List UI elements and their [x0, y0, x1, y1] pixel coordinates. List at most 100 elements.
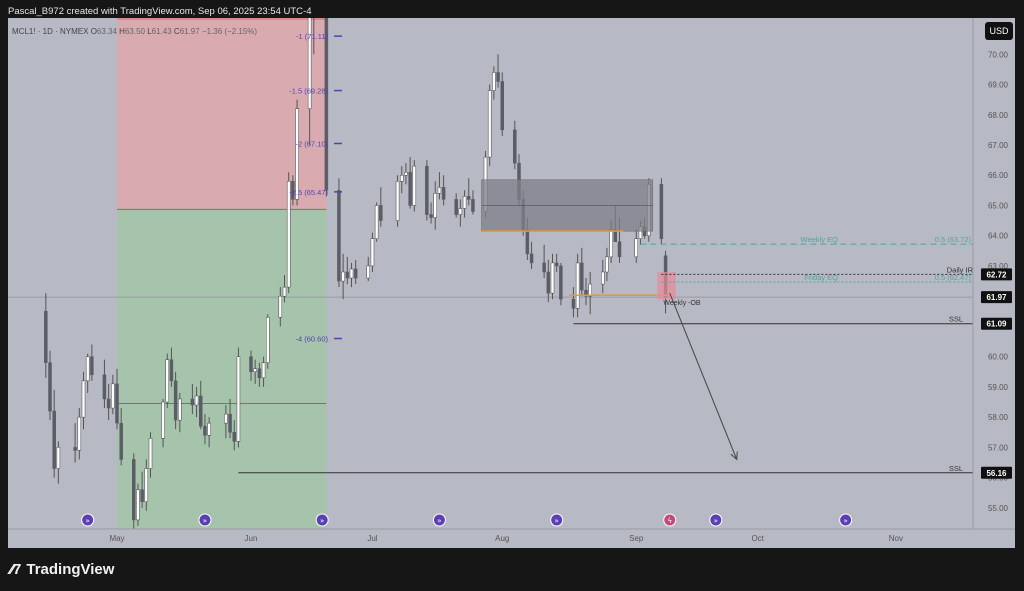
candle-body	[102, 374, 107, 400]
bearish-candle	[408, 157, 412, 209]
bearish-candle	[529, 241, 534, 269]
price-tag-label: 62.72	[986, 270, 1007, 279]
bearish-candle	[249, 350, 253, 381]
candle-body	[56, 447, 61, 469]
event-arrow-icon[interactable]: »	[198, 513, 212, 527]
candle-body	[467, 196, 471, 200]
bearish-candle	[115, 368, 119, 430]
level-name-label: SSL	[949, 464, 963, 473]
tradingview-logo[interactable]: ⁄⁄7 TradingView	[10, 561, 114, 578]
bullish-candle	[282, 275, 287, 303]
candle-body	[395, 181, 400, 221]
candles	[44, 18, 668, 529]
bullish-candle	[295, 99, 299, 206]
bullish-candle	[588, 271, 592, 315]
level-name-label: Weekly EQ	[801, 235, 839, 244]
candle-body	[286, 181, 291, 288]
candle-body	[261, 362, 266, 379]
candle-body	[341, 271, 345, 282]
price-tick-label: 68.00	[988, 111, 1009, 120]
event-arrow-icon[interactable]: »	[432, 513, 446, 527]
event-arrow-icon[interactable]: »	[839, 513, 853, 527]
candle-body	[471, 199, 475, 212]
candle-body	[44, 311, 48, 363]
bullish-candle	[111, 374, 115, 415]
candle-body	[374, 205, 379, 239]
symbol-info-part: C	[174, 27, 180, 36]
candle-body	[429, 214, 433, 218]
bullish-candle	[165, 353, 169, 409]
symbol-info-line: MCL1! · 1D · NYMEX O63.34 H63.50 L61.43 …	[12, 27, 257, 36]
candle-body	[253, 368, 257, 373]
candle-body	[291, 181, 295, 200]
symbol-info-part: 63.50	[125, 27, 147, 36]
price-tick-label: 67.00	[988, 141, 1009, 150]
candle-body	[165, 359, 169, 403]
bearish-candle	[291, 175, 295, 206]
candle-body	[487, 90, 492, 158]
bullish-candle	[634, 229, 638, 263]
candle-body	[81, 380, 86, 418]
time-tick-label: Oct	[751, 534, 764, 543]
bearish-candle	[324, 18, 329, 197]
candle-body	[634, 238, 638, 258]
event-arrow-icon[interactable]: »	[81, 513, 95, 527]
price-tick-label: 59.00	[988, 383, 1009, 392]
candle-body	[554, 262, 559, 267]
take-profit-zone	[117, 209, 327, 529]
candle-body	[111, 383, 115, 409]
bullish-candle	[370, 232, 375, 272]
event-arrow-icon[interactable]: »	[709, 513, 723, 527]
price-tick-label: 64.00	[988, 232, 1009, 241]
bullish-candle	[286, 172, 291, 294]
time-tick-label: Jun	[245, 534, 258, 543]
candle-body	[257, 368, 262, 379]
candle-body	[349, 268, 354, 279]
candle-body	[169, 359, 174, 382]
bearish-candle	[571, 287, 576, 318]
symbol-info-part: 63.34	[97, 27, 119, 36]
bullish-candle	[462, 190, 467, 218]
bullish-candle	[550, 253, 555, 300]
bearish-candle	[44, 293, 48, 378]
candle-body	[370, 238, 375, 267]
candle-body	[437, 187, 442, 194]
event-arrow-icon[interactable]: »	[550, 513, 564, 527]
event-marker-circle	[198, 513, 212, 527]
candle-body	[345, 271, 350, 279]
symbol-info: MCL1! · 1D · NYMEX O63.34 H63.50 L61.43 …	[12, 27, 257, 36]
candle-body	[282, 286, 287, 297]
candle-body	[136, 489, 140, 521]
bullish-candle	[161, 398, 165, 448]
candle-body	[492, 72, 496, 91]
bearish-candle	[90, 344, 94, 381]
candle-body	[90, 356, 94, 376]
candle-body	[454, 199, 458, 215]
event-marker-glyph: »	[86, 517, 90, 525]
chart-area[interactable]: Weekly -OB Weekly EQ 0.5 (63.72) Friday EQ 0…	[8, 18, 1015, 548]
bullish-candle	[437, 172, 442, 200]
fib-extension-label: -1 (71.11)	[296, 32, 328, 41]
price-chart[interactable]: Weekly -OB Weekly EQ 0.5 (63.72) Friday EQ 0…	[8, 18, 1015, 548]
price-tick-label: 69.00	[988, 81, 1009, 90]
currency-button[interactable]: USD	[985, 22, 1013, 40]
bearish-candle	[199, 380, 203, 430]
symbol-info-part: H	[119, 27, 125, 36]
bullish-candle	[605, 247, 609, 282]
candle-body	[132, 459, 136, 521]
event-marker-circle	[709, 513, 723, 527]
price-tag-label: 56.16	[986, 469, 1007, 478]
bullish-candle	[395, 175, 400, 227]
event-arrow-icon[interactable]: »	[315, 513, 329, 527]
bearish-candle	[496, 54, 500, 88]
bearish-candle	[580, 247, 584, 297]
bearish-candle	[441, 175, 446, 206]
candle-body	[144, 468, 149, 503]
event-bolt-icon[interactable]: ϟ	[663, 513, 677, 527]
candle-body	[190, 398, 195, 406]
candle-body	[588, 283, 592, 297]
time-tick-label: Jul	[367, 534, 377, 543]
candle-body	[458, 208, 463, 215]
candle-body	[307, 18, 312, 109]
bearish-ob-label: Weekly -OB	[663, 300, 701, 307]
